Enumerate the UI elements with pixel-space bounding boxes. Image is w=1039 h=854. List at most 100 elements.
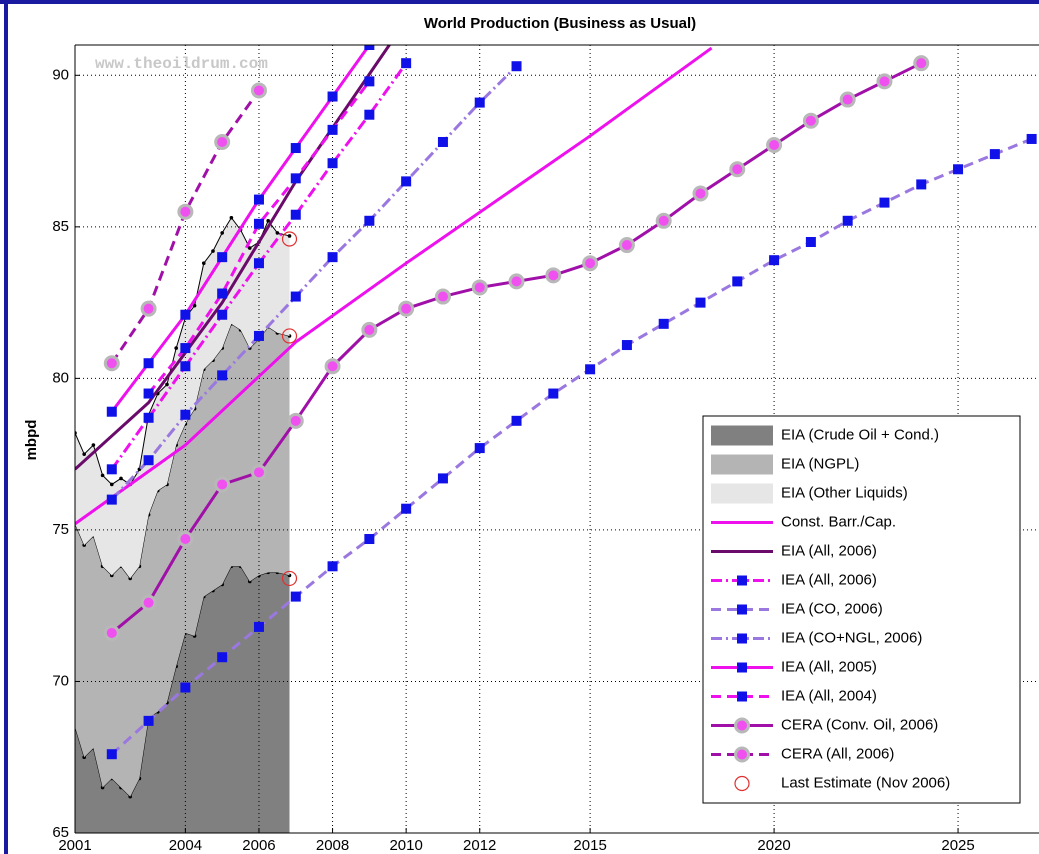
legend: EIA (Crude Oil + Cond.) EIA (NGPL) EIA (Ot… [702, 415, 1021, 804]
square-marker [474, 443, 485, 454]
y-tick-label: 80 [52, 369, 69, 386]
square-marker [180, 343, 191, 354]
legend-label: IEA (CO, 2006) [781, 600, 883, 617]
square-marker [364, 534, 375, 545]
ring-marker [281, 328, 298, 344]
square-marker [217, 652, 228, 663]
square-marker [364, 76, 375, 87]
circle-marker [839, 91, 856, 108]
legend-marker [734, 746, 750, 763]
legend-label: Const. Barr./Cap. [781, 513, 896, 530]
plot-area: www.theoildrum.com [75, 45, 1039, 833]
square-marker [217, 252, 228, 263]
circle-marker [508, 273, 525, 290]
legend-label: Last Estimate (Nov 2006) [781, 774, 950, 791]
circle-marker [655, 212, 672, 229]
series-line [75, 45, 392, 471]
square-marker [180, 409, 191, 420]
square-marker [437, 473, 448, 484]
circle-marker [361, 321, 378, 338]
legend-marker [737, 691, 747, 702]
x-tick-label: 2001 [58, 837, 91, 854]
square-marker [879, 197, 890, 208]
frame-left [4, 0, 8, 854]
square-marker [401, 503, 412, 514]
square-marker [1026, 133, 1037, 144]
square-marker [842, 215, 853, 226]
series-line [110, 45, 371, 413]
square-marker [217, 309, 228, 320]
x-tick-label: 2004 [169, 837, 202, 854]
x-tick-label: 2008 [316, 837, 349, 854]
square-marker [143, 455, 154, 466]
square-marker [695, 297, 706, 308]
watermark: www.theoildrum.com [95, 55, 268, 73]
square-marker [364, 215, 375, 226]
legend-label: EIA (All, 2006) [781, 542, 877, 559]
ring-marker [281, 570, 298, 587]
circle-marker [398, 300, 415, 317]
legend-label: IEA (CO+NGL, 2006) [781, 629, 922, 646]
square-marker [327, 158, 338, 169]
square-marker [143, 715, 154, 726]
circle-marker [766, 137, 783, 154]
legend-label: IEA (All, 2004) [781, 687, 877, 704]
legend-swatch [711, 425, 773, 446]
legend-box [702, 415, 1021, 804]
square-marker [180, 309, 191, 320]
square-marker [621, 340, 632, 351]
circle-marker [140, 594, 157, 611]
y-tick-label: 85 [52, 218, 69, 235]
square-marker [290, 209, 301, 220]
square-marker [732, 276, 743, 287]
circle-marker [729, 161, 746, 178]
square-marker [290, 291, 301, 302]
legend-swatch [711, 454, 773, 475]
square-marker [548, 388, 559, 399]
frame-top [0, 0, 1039, 4]
chart-title: World Production (Business as Usual) [424, 15, 696, 32]
square-marker [327, 91, 338, 102]
square-marker [290, 591, 301, 602]
legend-marker [737, 633, 747, 644]
circle-marker [177, 531, 194, 548]
legend-marker [734, 717, 750, 734]
square-marker [437, 136, 448, 147]
legend-label: CERA (Conv. Oil, 2006) [781, 716, 938, 733]
square-marker [327, 252, 338, 263]
series-line [75, 46, 713, 526]
x-tick-label: 2006 [242, 837, 275, 854]
square-marker [180, 361, 191, 372]
x-tick-label: 2012 [463, 837, 496, 854]
square-marker [253, 621, 264, 632]
x-tick-label: 2010 [389, 837, 422, 854]
circle-marker [250, 464, 267, 481]
square-marker [106, 749, 117, 760]
legend-label: EIA (Other Liquids) [781, 484, 908, 501]
circle-marker [582, 255, 599, 272]
square-marker [106, 494, 117, 505]
circle-marker [214, 133, 231, 150]
circle-marker [324, 358, 341, 375]
square-marker [511, 415, 522, 426]
y-axis-label: mbpd [23, 420, 40, 461]
square-marker [253, 330, 264, 341]
series-line [110, 137, 1033, 756]
square-marker [106, 464, 117, 475]
x-tick-label: 2025 [941, 837, 974, 854]
series-line [110, 65, 518, 501]
ring-marker [281, 231, 298, 247]
square-marker [401, 58, 412, 69]
square-marker [253, 194, 264, 205]
square-marker [290, 173, 301, 184]
y-tick-label: 75 [52, 521, 69, 538]
square-marker [805, 237, 816, 247]
legend-label: EIA (Crude Oil + Cond.) [781, 426, 939, 443]
square-marker [585, 364, 596, 375]
square-marker [401, 176, 412, 187]
square-marker [916, 179, 927, 190]
circle-marker [545, 267, 562, 284]
circle-marker [471, 279, 488, 296]
legend-marker [737, 662, 747, 673]
